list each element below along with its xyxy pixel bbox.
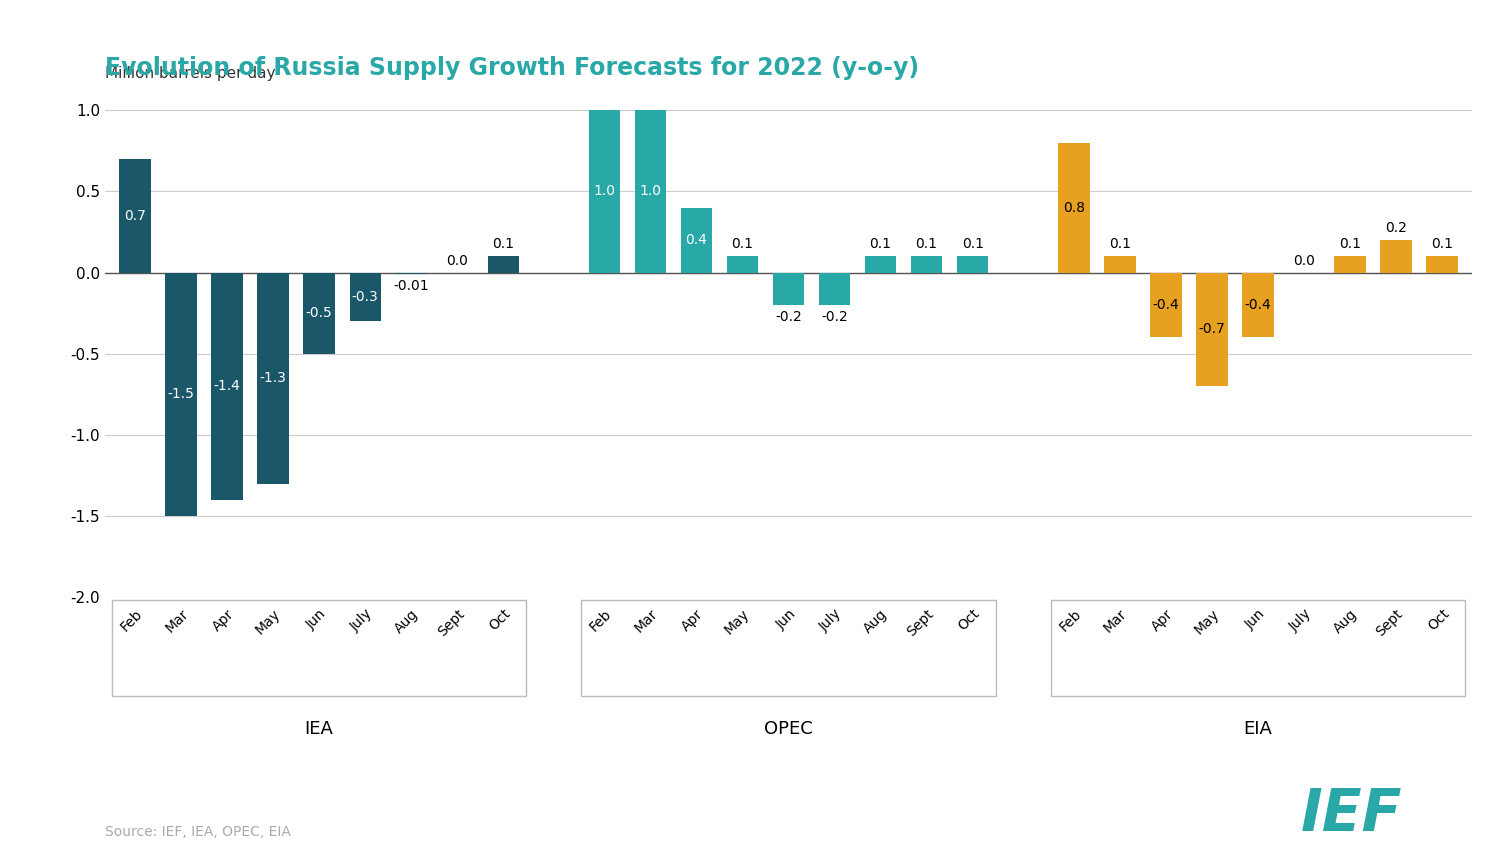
Text: Apr: Apr [210,606,237,634]
Text: Oct: Oct [955,606,982,634]
Bar [257,273,288,483]
Bar [1380,240,1412,273]
Text: -0.2: -0.2 [775,310,802,324]
Bar [212,273,243,500]
Bar [350,273,382,322]
Bar [395,273,427,274]
Text: Sept: Sept [1374,606,1406,639]
Bar [680,207,712,273]
Bar [589,110,620,273]
Text: Source: IEF, IEA, OPEC, EIA: Source: IEF, IEA, OPEC, EIA [105,825,291,838]
Text: July: July [347,606,376,634]
Bar [1104,256,1136,273]
Text: -0.2: -0.2 [822,310,849,324]
Bar [1242,273,1274,337]
Text: 1.0: 1.0 [640,184,661,199]
Bar [303,273,335,353]
Text: -1.5: -1.5 [168,387,195,402]
Bar [865,256,897,273]
Text: Mar: Mar [632,606,661,636]
Text: Aug: Aug [862,606,891,636]
Bar [119,159,150,273]
Bar [727,256,759,273]
Text: Jun: Jun [774,606,799,632]
Text: Feb: Feb [117,606,146,634]
Text: Evolution of Russia Supply Growth Forecasts for 2022 (y-o-y): Evolution of Russia Supply Growth Foreca… [105,56,919,80]
Bar [819,273,850,305]
Bar [912,256,942,273]
Text: 1.0: 1.0 [593,184,616,199]
Text: Aug: Aug [1331,606,1359,636]
Text: -0.3: -0.3 [351,290,379,304]
Text: -0.4: -0.4 [1245,298,1271,312]
Text: 0.1: 0.1 [916,237,937,251]
Text: -1.3: -1.3 [260,371,287,385]
Text: Jun: Jun [303,606,329,632]
Bar [1334,256,1365,273]
Text: Feb: Feb [1056,606,1084,634]
Bar [957,256,988,273]
Text: Mar: Mar [162,606,191,636]
Text: July: July [1286,606,1314,634]
Text: May: May [722,606,753,637]
Text: Oct: Oct [487,606,514,634]
Bar [635,110,665,273]
Text: Oct: Oct [1425,606,1452,634]
Text: -0.01: -0.01 [394,280,430,293]
Text: May: May [1191,606,1221,637]
Bar [774,273,804,305]
Text: 0.1: 0.1 [1338,237,1361,251]
Text: -1.4: -1.4 [213,379,240,393]
Bar [1151,273,1182,337]
Text: Aug: Aug [392,606,421,636]
Text: Apr: Apr [1149,606,1176,634]
Text: Feb: Feb [587,606,614,634]
Text: Mar: Mar [1101,606,1130,636]
Text: -0.7: -0.7 [1199,322,1226,336]
Text: Jun: Jun [1242,606,1268,632]
Text: -0.5: -0.5 [306,306,332,320]
Text: Sept: Sept [904,606,937,639]
Text: 0.1: 0.1 [493,237,514,251]
Text: 0.1: 0.1 [731,237,754,251]
Bar [1059,143,1089,273]
Text: 0.1: 0.1 [961,237,984,251]
Text: Sept: Sept [436,606,467,639]
Text: -0.4: -0.4 [1152,298,1179,312]
Text: 0.8: 0.8 [1063,200,1084,215]
Text: IEA: IEA [305,720,333,738]
Text: 0.1: 0.1 [1431,237,1452,251]
Text: May: May [252,606,282,637]
Text: Million barrels per day: Million barrels per day [105,66,276,81]
Text: 0.1: 0.1 [870,237,892,251]
Bar [1427,256,1458,273]
Text: IEF: IEF [1301,786,1403,843]
Text: 0.0: 0.0 [1293,254,1314,267]
Bar [1196,273,1227,386]
Text: Apr: Apr [679,606,706,634]
Text: July: July [817,606,844,634]
Bar [165,273,197,516]
Text: 0.0: 0.0 [446,254,469,267]
Text: EIA: EIA [1244,720,1272,738]
Text: 0.7: 0.7 [125,209,146,223]
Bar [488,256,518,273]
Text: 0.4: 0.4 [685,233,707,247]
Text: 0.1: 0.1 [1108,237,1131,251]
Text: OPEC: OPEC [765,720,813,738]
Text: 0.2: 0.2 [1385,221,1407,236]
